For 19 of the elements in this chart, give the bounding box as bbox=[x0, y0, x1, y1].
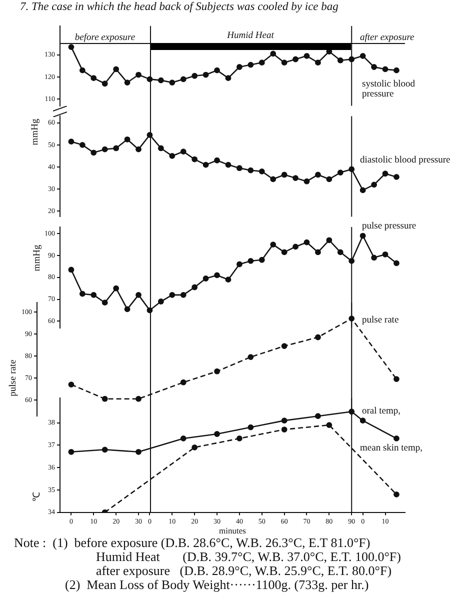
text: Note : (1) before exposure (D.B. 28.6°C, W.B. 26.3°C, E.T 81.0°F) bbox=[14, 535, 372, 550]
series-label: pulse rate bbox=[362, 316, 399, 326]
annotation: Humid Heat bbox=[226, 30, 275, 43]
series-label: systolic blood pressure bbox=[362, 80, 416, 100]
text: (2) Mean Loss of Body Weight······1100g. (733g. per hr.) bbox=[65, 577, 369, 592]
text: Humid Heat (D.B. 39.7°C, W.B. 37.0°C, E.T. 100.0°F) bbox=[96, 549, 402, 564]
series-label: mean skin temp, bbox=[360, 444, 423, 454]
series-label: pulse pressure bbox=[362, 222, 416, 232]
series-label: diastolic blood pressure bbox=[360, 156, 450, 166]
y-axis-title: mmHg bbox=[30, 118, 40, 146]
series-label: oral temp, bbox=[362, 406, 401, 416]
y-axis-title: mmHg bbox=[32, 244, 42, 272]
annotation: after exposure bbox=[360, 32, 416, 45]
text: after exposure (D.B. 28.9°C, W.B. 25.9°C, E.T. 80.0°F) bbox=[96, 563, 392, 578]
y-axis-title: pulse rate bbox=[8, 360, 18, 396]
annotation: before exposure bbox=[74, 32, 136, 45]
chart-title: 7. The case in which the head back of Subjects was cooled by ice bag bbox=[20, 1, 338, 13]
x-axis-title: minutes bbox=[219, 525, 246, 536]
y-axis-title: ℃ bbox=[32, 492, 42, 502]
